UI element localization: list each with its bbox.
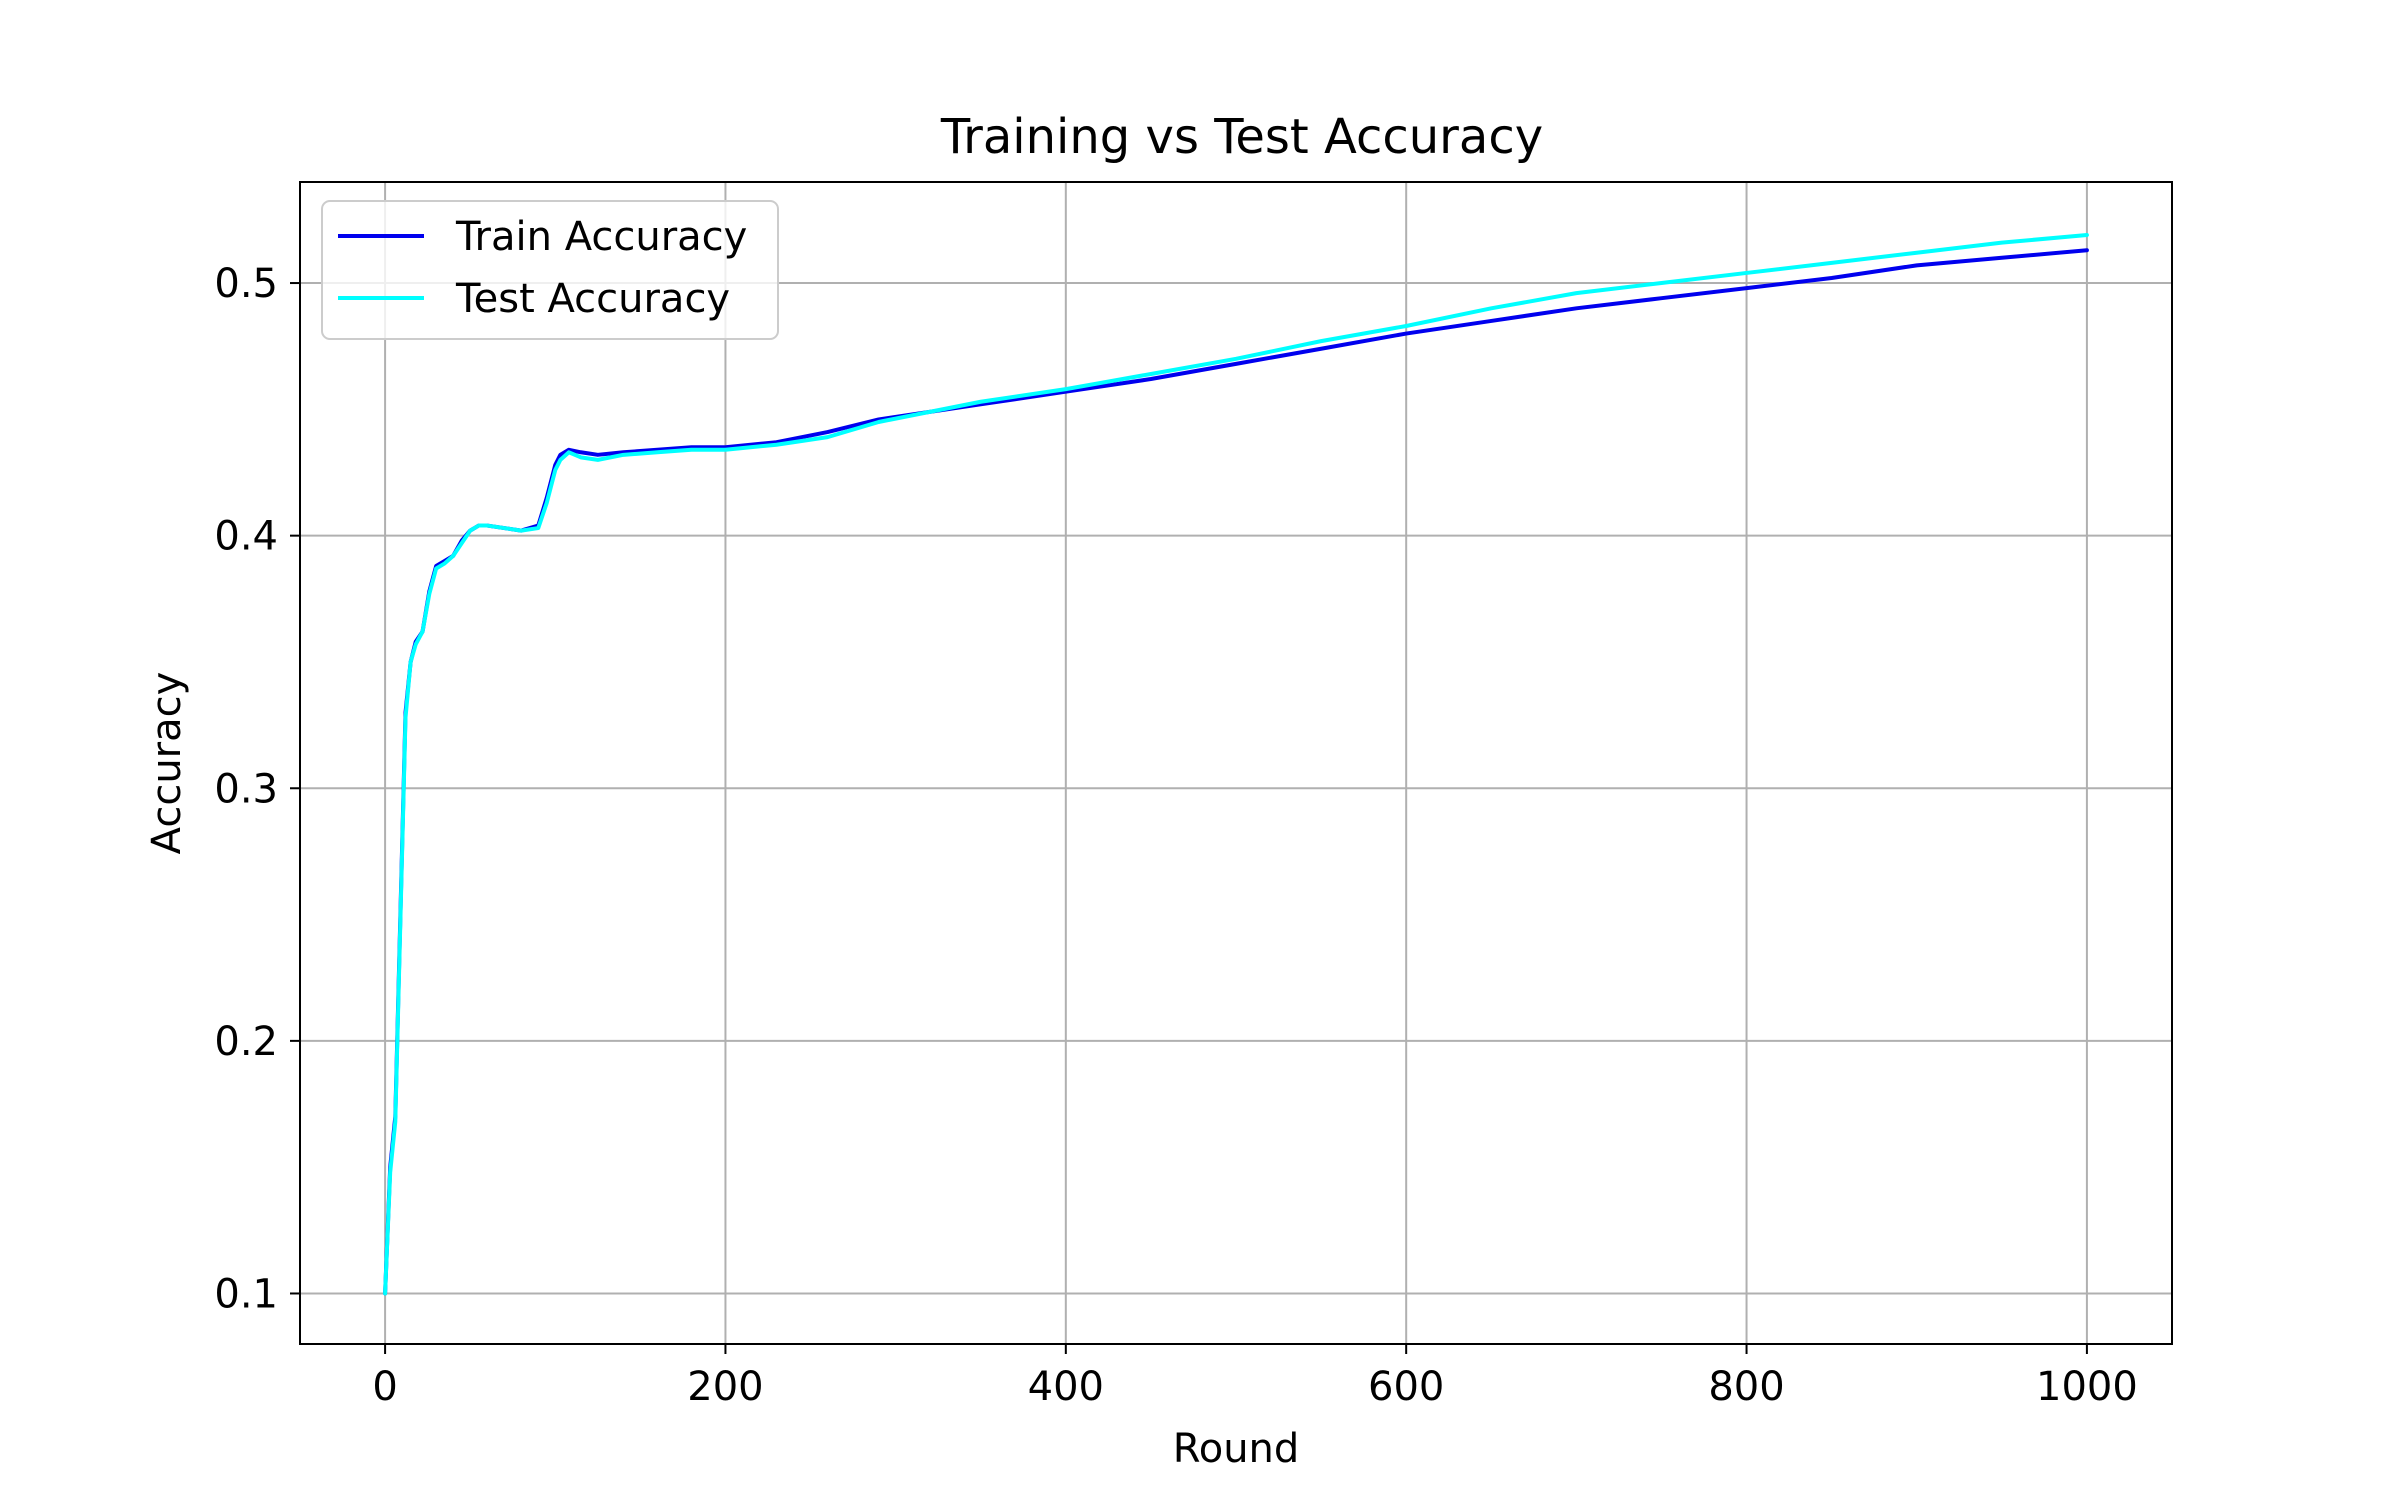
y-axis-label: Accuracy	[144, 672, 190, 855]
plot-lines	[383, 233, 2089, 1296]
y-axis-ticks: 0.1 0.2 0.3 0.4 0.5	[214, 261, 300, 1317]
legend-label-test-accuracy: Test Accuracy	[455, 276, 730, 322]
y-tick-label: 0.5	[214, 261, 278, 307]
legend-label-train-accuracy: Train Accuracy	[455, 214, 747, 260]
x-tick-label: 1000	[2036, 1364, 2138, 1410]
x-tick-label: 0	[372, 1364, 397, 1410]
y-tick-label: 0.3	[214, 766, 278, 812]
legend-box	[321, 200, 779, 340]
series-line-test-accuracy	[383, 233, 2089, 1296]
x-axis-ticks: 0 200 400 600 800 1000	[372, 1344, 2138, 1410]
grid	[300, 182, 2172, 1344]
x-tick-label: 400	[1028, 1364, 1104, 1410]
plot-area-frame	[299, 181, 2173, 1345]
x-tick-label: 200	[687, 1364, 763, 1410]
chart-title: Training vs Test Accuracy	[940, 109, 1543, 165]
x-axis-label: Round	[1173, 1426, 1300, 1472]
y-tick-label: 0.1	[214, 1271, 278, 1317]
x-tick-label: 600	[1368, 1364, 1444, 1410]
y-tick-label: 0.2	[214, 1019, 278, 1065]
y-tick-label: 0.4	[214, 514, 278, 560]
legend: Train Accuracy Test Accuracy	[321, 200, 779, 340]
x-tick-label: 800	[1708, 1364, 1784, 1410]
